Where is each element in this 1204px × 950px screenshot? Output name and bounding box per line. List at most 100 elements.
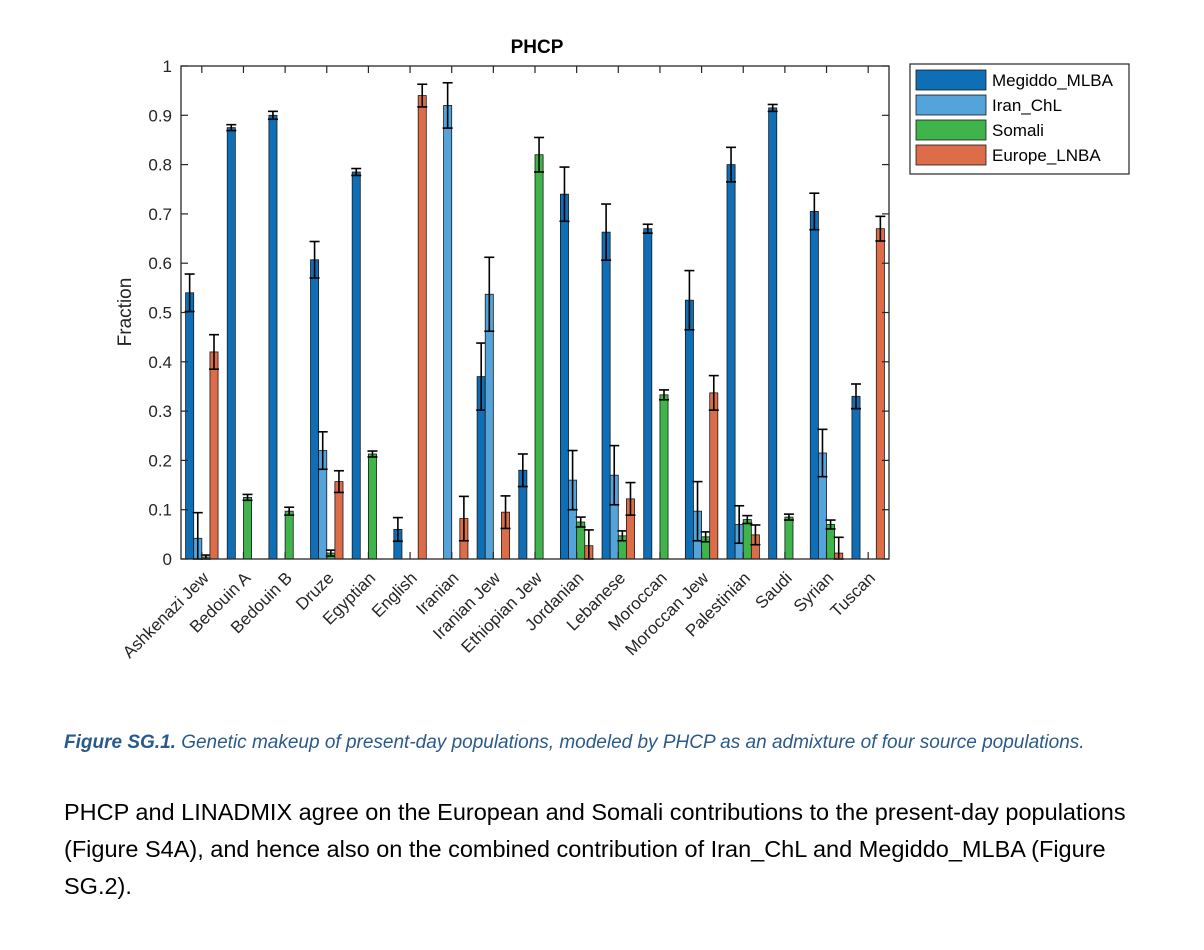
y-tick-label: 0.9 bbox=[148, 106, 172, 125]
bar bbox=[209, 351, 219, 560]
error-bar bbox=[617, 530, 628, 542]
bar bbox=[534, 154, 544, 560]
bar bbox=[601, 231, 611, 560]
error-bar bbox=[609, 444, 620, 506]
error-bar bbox=[333, 469, 344, 494]
error-bar bbox=[209, 333, 220, 370]
caption-label-suffix: . bbox=[170, 732, 176, 753]
bar-chart: PHCP Fraction 0 0.1 0.2 0.3 0.4 0.5 0.6 0.7 0.8 0… bbox=[115, 37, 1130, 662]
error-bar bbox=[267, 110, 278, 121]
body-paragraph: PHCP and LINADMIX agree on the European … bbox=[64, 799, 1126, 899]
legend-swatch bbox=[915, 119, 987, 141]
error-bar bbox=[517, 453, 528, 488]
bar bbox=[768, 107, 778, 560]
error-bar bbox=[684, 269, 695, 331]
error-bar bbox=[601, 203, 612, 262]
legend-entry: Megiddo_MLBA bbox=[915, 69, 1114, 91]
caption-label: Figure SG.1 bbox=[64, 732, 171, 753]
bar bbox=[310, 259, 320, 560]
error-bar bbox=[734, 504, 745, 545]
error-bar bbox=[309, 240, 320, 279]
y-tick-label: 0 bbox=[163, 550, 172, 569]
x-tick-label: English bbox=[368, 568, 421, 621]
error-bar bbox=[484, 256, 495, 333]
error-bar bbox=[458, 495, 469, 542]
error-bar bbox=[700, 531, 711, 543]
bar bbox=[417, 95, 427, 560]
legend-label: Iran_ChL bbox=[992, 96, 1062, 115]
bar bbox=[560, 193, 569, 560]
bar bbox=[268, 114, 278, 560]
legend-swatch bbox=[915, 94, 987, 116]
bar bbox=[784, 516, 794, 560]
error-bar bbox=[284, 506, 295, 516]
error-bar bbox=[392, 516, 403, 543]
error-bar bbox=[242, 493, 253, 502]
y-tick-label: 0.4 bbox=[148, 353, 172, 372]
x-tick-label: Saudi bbox=[752, 568, 796, 612]
error-bar bbox=[817, 428, 828, 478]
legend-label: Europe_LNBA bbox=[992, 146, 1101, 165]
legend-entry: Iran_ChL bbox=[915, 94, 1062, 116]
legend-entry: Somali bbox=[915, 119, 1044, 141]
bar bbox=[742, 519, 752, 560]
error-bar bbox=[226, 123, 237, 132]
figure-caption: Figure SG.1. Genetic makeup of present-d… bbox=[64, 726, 1144, 760]
error-bar bbox=[476, 342, 487, 411]
error-bar bbox=[351, 167, 362, 177]
y-tick-label: 0.6 bbox=[148, 254, 172, 273]
legend-label: Megiddo_MLBA bbox=[992, 71, 1114, 90]
error-bar bbox=[559, 166, 570, 223]
y-axis-label: Fraction bbox=[115, 278, 136, 347]
y-tick-label: 0.3 bbox=[148, 402, 172, 421]
error-bar bbox=[692, 480, 703, 542]
error-bar bbox=[642, 223, 653, 234]
bar bbox=[284, 510, 294, 560]
error-bar bbox=[659, 389, 670, 401]
legend-label: Somali bbox=[992, 121, 1044, 140]
legend-entry: Europe_LNBA bbox=[915, 144, 1101, 166]
legend-swatch bbox=[915, 69, 987, 91]
error-bar bbox=[750, 524, 761, 546]
error-bar bbox=[417, 83, 428, 108]
error-bar bbox=[575, 516, 586, 528]
bar bbox=[709, 392, 719, 560]
y-tick-label: 0.5 bbox=[148, 304, 172, 323]
error-bar bbox=[742, 514, 753, 525]
error-bar bbox=[534, 136, 545, 173]
y-tick-label: 0.7 bbox=[148, 205, 172, 224]
bar bbox=[809, 211, 819, 560]
error-bar bbox=[500, 495, 511, 530]
error-bar bbox=[825, 519, 836, 530]
bar bbox=[851, 395, 861, 560]
error-bar bbox=[850, 383, 861, 410]
error-bar bbox=[567, 449, 578, 511]
chart-figure: PHCP Fraction 0 0.1 0.2 0.3 0.4 0.5 0.6 0.7 0.8 0… bbox=[115, 37, 1130, 662]
chart-title: PHCP bbox=[511, 37, 564, 58]
bar bbox=[243, 496, 252, 560]
bar bbox=[185, 292, 195, 560]
error-bar bbox=[726, 146, 737, 183]
error-bar bbox=[875, 215, 886, 242]
bar bbox=[443, 105, 453, 560]
y-tick-label: 0.1 bbox=[148, 501, 172, 520]
x-tick-label: Tuscan bbox=[827, 568, 879, 620]
error-bar bbox=[708, 374, 719, 411]
bar bbox=[659, 394, 669, 560]
legend-swatch bbox=[915, 144, 987, 166]
error-bar bbox=[317, 431, 328, 471]
error-bar bbox=[783, 513, 794, 521]
bar bbox=[643, 228, 653, 560]
error-bar bbox=[367, 450, 378, 458]
caption-text: Genetic makeup of present-day population… bbox=[175, 732, 1085, 753]
bar bbox=[226, 127, 236, 560]
bar bbox=[351, 171, 361, 560]
error-bar bbox=[809, 192, 820, 231]
error-bar bbox=[442, 81, 453, 129]
error-bar bbox=[625, 481, 636, 516]
bar bbox=[484, 293, 494, 560]
y-tick-label: 1 bbox=[163, 57, 172, 76]
bar bbox=[684, 299, 694, 560]
bar bbox=[368, 453, 377, 560]
error-bar bbox=[767, 103, 778, 113]
